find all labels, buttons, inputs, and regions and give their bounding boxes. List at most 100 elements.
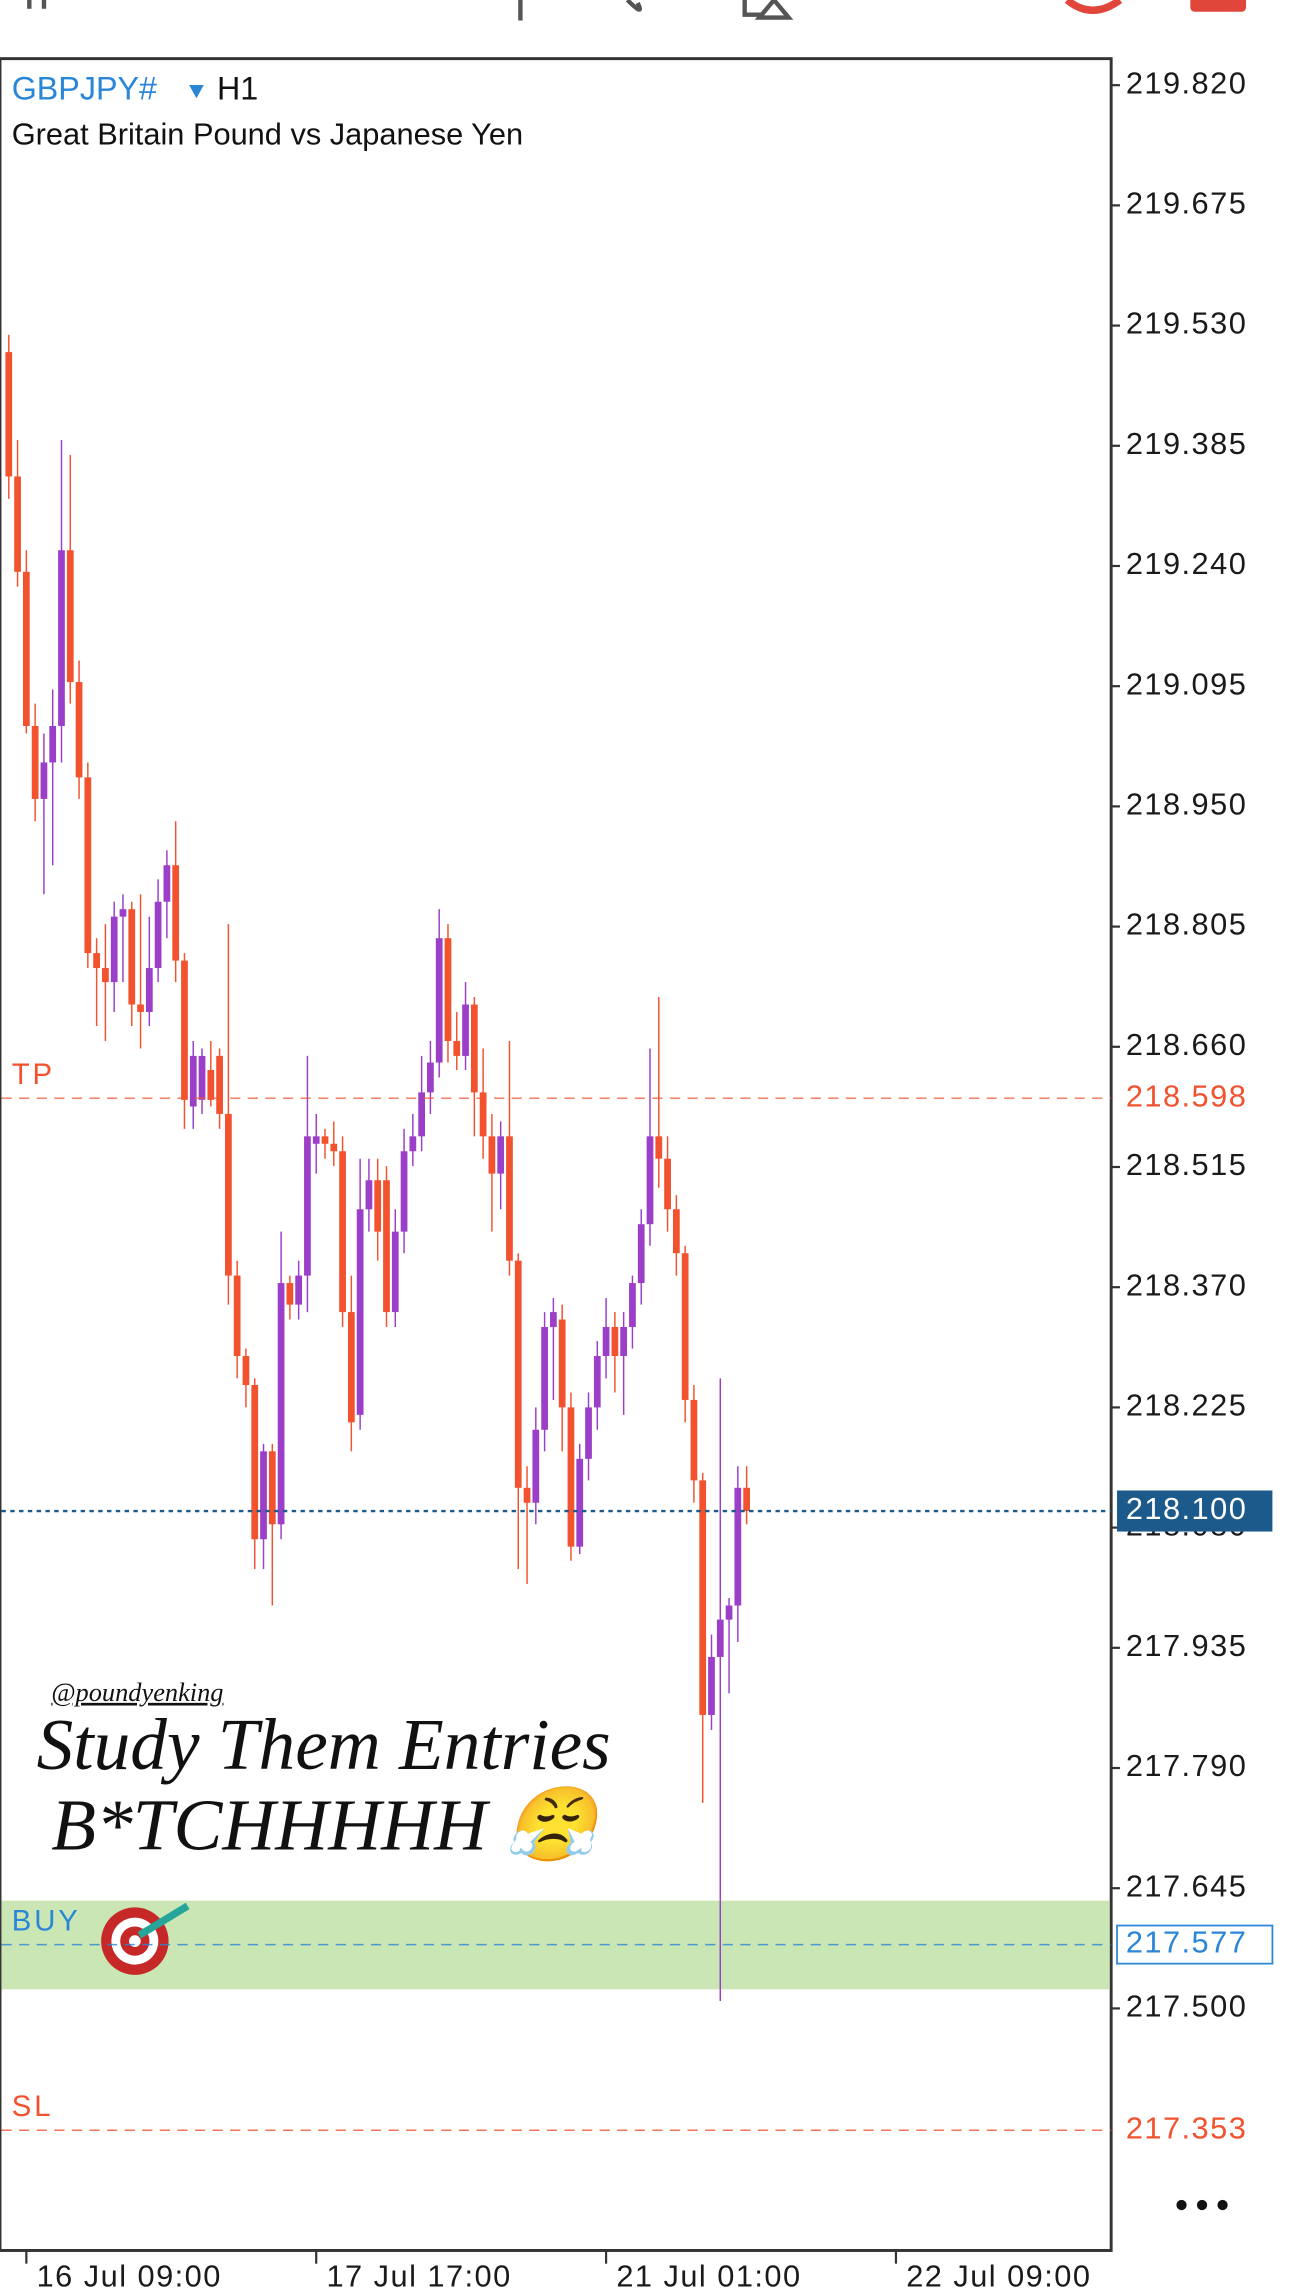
annotation: Study Them Entries — [37, 1704, 611, 1785]
symbol[interactable]: GBPJPY# — [12, 70, 157, 106]
y-tick-label: 218.515 — [1126, 1147, 1247, 1182]
candle-body — [435, 938, 443, 1063]
candle-body — [5, 352, 13, 477]
y-tick-label: 219.095 — [1126, 666, 1247, 701]
y-tick-label: 218.805 — [1126, 907, 1247, 942]
plot-frame — [0, 57, 1113, 2252]
x-tick-label: 22 Jul 09:00 — [906, 2258, 1091, 2293]
candle-body — [699, 1480, 707, 1715]
candle-body — [163, 865, 171, 902]
price-badge — [1117, 1490, 1273, 1532]
candle-body — [479, 1092, 487, 1137]
y-tick-label: 219.675 — [1126, 185, 1247, 220]
candle-body — [22, 571, 30, 726]
candle-body — [216, 1055, 223, 1114]
y-tick-label: 219.240 — [1126, 546, 1247, 581]
candle-body — [172, 865, 180, 961]
y-tick-label: 218.370 — [1126, 1267, 1247, 1302]
candle-body — [365, 1180, 373, 1210]
timeframe[interactable]: H1 — [217, 70, 258, 106]
candle-body — [356, 1209, 364, 1415]
candle-body — [655, 1136, 663, 1159]
y-tick-label: 218.225 — [1126, 1388, 1247, 1423]
y-tick-label: 217.790 — [1126, 1748, 1247, 1783]
candle-body — [690, 1399, 698, 1481]
candle-body — [75, 682, 83, 778]
candle-body — [260, 1451, 267, 1540]
candle-body — [374, 1180, 382, 1232]
candle-body — [470, 1004, 478, 1093]
candle-body — [743, 1487, 751, 1512]
symbol-dropdown[interactable] — [189, 85, 204, 99]
candle-body — [637, 1224, 645, 1284]
candle-body — [672, 1209, 680, 1254]
more-menu[interactable] — [1176, 2199, 1228, 2211]
candle-body — [110, 916, 118, 983]
candle-body — [620, 1326, 628, 1357]
candle-body — [198, 1055, 206, 1100]
annotation: B*TCHHHHH 😤 — [51, 1784, 611, 1865]
candle-body — [189, 1055, 197, 1107]
candle-body — [681, 1253, 689, 1400]
candle-body — [102, 968, 109, 983]
candle-body — [664, 1158, 671, 1210]
candle-body — [40, 762, 48, 799]
candle-body — [716, 1619, 724, 1657]
candle-body — [242, 1356, 250, 1386]
y-tick-label: 218.660 — [1126, 1027, 1247, 1062]
candle-body — [277, 1283, 285, 1525]
candle-body — [330, 1143, 338, 1152]
candle-body — [312, 1136, 320, 1144]
candle-body — [602, 1326, 610, 1357]
candle-body — [409, 1136, 417, 1152]
candle-body — [593, 1356, 601, 1408]
candle-body — [576, 1458, 584, 1547]
candle-body — [137, 1004, 144, 1012]
candle-body — [145, 968, 153, 1012]
toolbar-icon[interactable] — [625, 0, 642, 12]
candle-body — [629, 1283, 636, 1327]
candle-body — [31, 725, 39, 799]
price-line-value: 217.353 — [1126, 2110, 1247, 2145]
candle-body — [84, 777, 92, 954]
price-line-label: TP — [12, 1058, 55, 1091]
candle-body — [418, 1092, 425, 1137]
candle-body — [295, 1275, 303, 1305]
candle-body — [444, 938, 452, 1041]
candle-body — [66, 550, 74, 683]
candle-body — [734, 1487, 742, 1606]
toolbar-icon[interactable] — [742, 0, 794, 20]
y-tick-label: 217.935 — [1126, 1628, 1247, 1663]
price-line-value: 217.577 — [1126, 1925, 1247, 1960]
y-tick-label: 219.820 — [1126, 65, 1247, 100]
toolbar-icon[interactable] — [1064, 0, 1123, 14]
candle-body — [523, 1487, 531, 1503]
candle-body — [611, 1326, 619, 1357]
candle-body — [497, 1136, 505, 1174]
x-tick-label: 16 Jul 09:00 — [37, 2258, 222, 2293]
candle-body — [514, 1260, 522, 1488]
price-line-value: 218.100 — [1126, 1491, 1247, 1526]
candle-body — [383, 1180, 390, 1313]
candle-body — [14, 476, 21, 572]
y-tick-label: 217.500 — [1126, 1989, 1247, 2024]
watermark-handle: @poundyenking — [51, 1677, 223, 1707]
toolbar-icon[interactable] — [1190, 0, 1247, 12]
candle-body — [225, 1113, 232, 1276]
price-line-value: 218.598 — [1126, 1078, 1247, 1113]
candle-body — [400, 1151, 408, 1232]
price-line-label: BUY — [12, 1904, 81, 1937]
price-badge — [1116, 1924, 1274, 1965]
x-tick-label: 17 Jul 17:00 — [326, 2258, 511, 2293]
candle-body — [506, 1136, 513, 1261]
candle-body — [725, 1605, 733, 1620]
subtitle: Great Britain Pound vs Japanese Yen — [12, 116, 523, 151]
y-tick-label: 219.530 — [1126, 306, 1247, 341]
candle-body — [154, 901, 162, 969]
candle-body — [558, 1319, 566, 1408]
candle-body — [391, 1231, 399, 1313]
candle-body — [339, 1151, 346, 1313]
candle-body — [427, 1062, 434, 1093]
